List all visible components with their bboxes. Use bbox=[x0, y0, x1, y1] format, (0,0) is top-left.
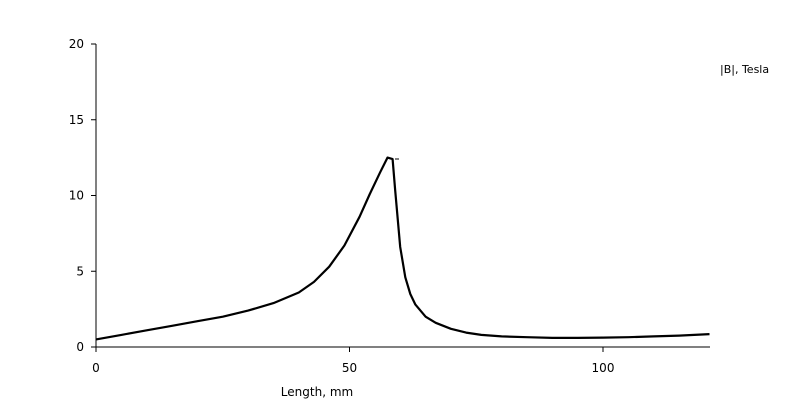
x-axis-label: Length, mm bbox=[281, 385, 353, 399]
y-tick-label: 20 bbox=[69, 37, 84, 51]
y-tick-label: 0 bbox=[76, 340, 84, 354]
y-tick-label: 5 bbox=[76, 264, 84, 278]
legend-series-label: |B|, Tesla bbox=[720, 63, 769, 76]
x-tick-label: 100 bbox=[592, 361, 615, 375]
ticks: 0 5 10 15 20 0 50 100 bbox=[69, 37, 615, 375]
y-tick-label: 15 bbox=[69, 113, 84, 127]
x-tick-label: 50 bbox=[342, 361, 357, 375]
x-tick-label: 0 bbox=[92, 361, 100, 375]
series-line bbox=[95, 156, 710, 341]
y-tick-label: 10 bbox=[69, 189, 84, 203]
axes bbox=[95, 44, 710, 348]
series-group bbox=[95, 156, 710, 341]
